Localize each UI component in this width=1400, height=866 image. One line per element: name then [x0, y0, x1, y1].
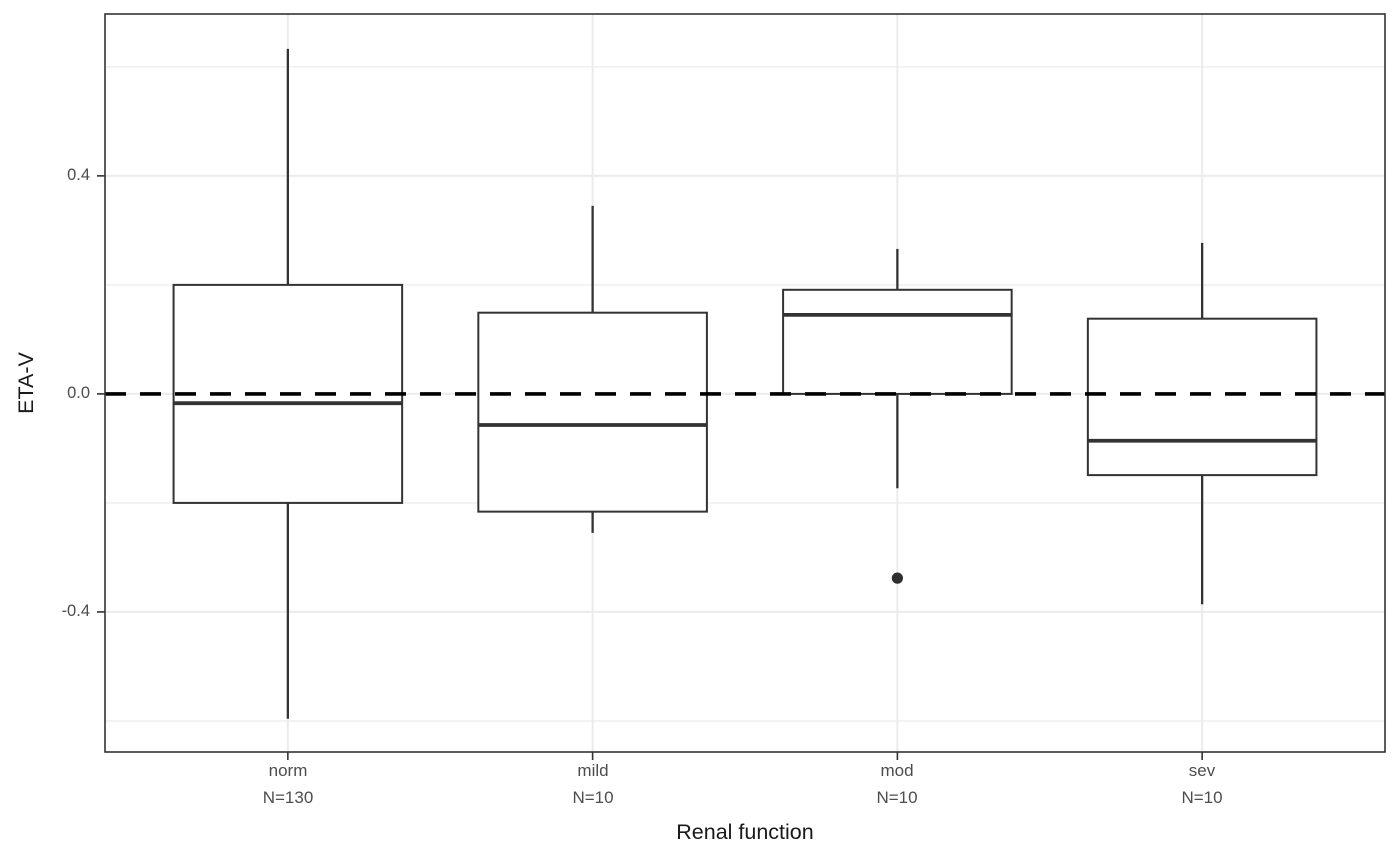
- y-tick-label-neg0.4: -0.4: [61, 602, 90, 620]
- category-n-label: N=10: [572, 788, 614, 807]
- outlier-point-mod: [891, 572, 903, 584]
- box-mod: [782, 288, 1013, 395]
- y-axis-title: ETA-V: [14, 352, 38, 414]
- category-label: mod: [880, 761, 914, 780]
- category-n-label: N=130: [262, 788, 314, 807]
- category-label: mild: [577, 761, 609, 780]
- y-tick-label-0.4: 0.4: [67, 166, 90, 184]
- y-tick-label-0.0: 0.0: [67, 384, 90, 402]
- category-n-label: N=10: [876, 788, 918, 807]
- category-label: norm: [268, 761, 308, 780]
- category-n-label: N=10: [1181, 788, 1223, 807]
- category-label: sev: [1188, 761, 1216, 780]
- x-tick-label-sev: sev N=10: [1132, 757, 1272, 811]
- box-sev: [1086, 317, 1318, 477]
- box-mild: [477, 311, 708, 513]
- x-tick-label-mod: mod N=10: [827, 757, 967, 811]
- x-tick-label-mild: mild N=10: [523, 757, 663, 811]
- x-tick-label-norm: norm N=130: [218, 757, 358, 811]
- panel-border: [104, 13, 1386, 753]
- x-axis-title: Renal function: [676, 820, 814, 844]
